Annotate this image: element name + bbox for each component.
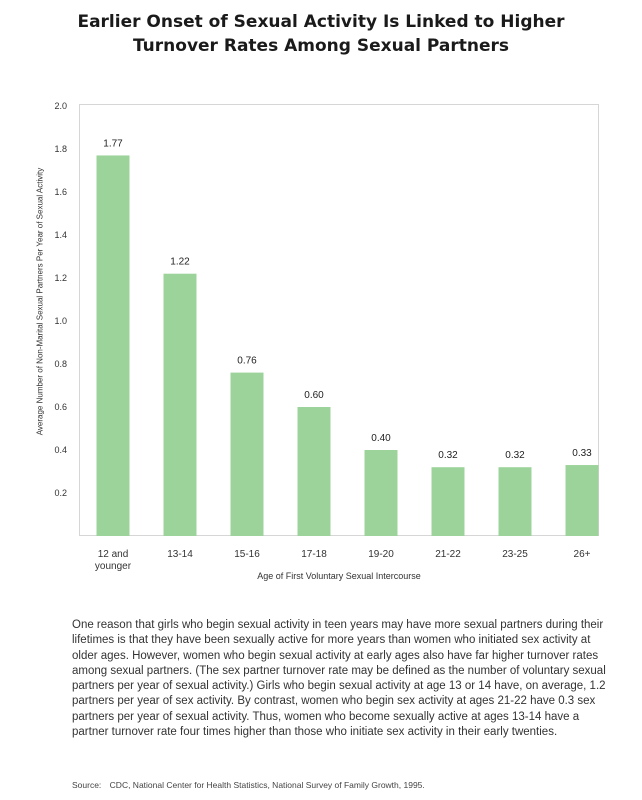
- y-tick-label: 2.0: [54, 101, 67, 111]
- x-tick-label: 12 and: [98, 549, 129, 560]
- source-text: CDC, National Center for Health Statisti…: [109, 780, 425, 790]
- x-axis-title: Age of First Voluntary Sexual Intercours…: [257, 571, 421, 581]
- y-tick-label: 1.8: [54, 144, 67, 154]
- y-tick-label: 1.4: [54, 230, 67, 240]
- bar: [498, 467, 532, 536]
- bar-data-label: 1.77: [103, 138, 123, 149]
- x-tick-label: 23-25: [502, 549, 528, 560]
- source-label: Source:: [72, 780, 102, 790]
- y-tick-label: 1.2: [54, 273, 67, 283]
- y-tick-label: 1.6: [54, 187, 67, 197]
- bar-data-label: 1.22: [170, 257, 190, 268]
- y-tick-label: 0.4: [54, 445, 67, 455]
- x-tick-label: 15-16: [234, 549, 260, 560]
- x-tick-label: 19-20: [368, 549, 394, 560]
- chart-title-line-1: Earlier Onset of Sexual Activity Is Link…: [77, 12, 565, 32]
- bar: [364, 450, 398, 536]
- chart-title-line-2: Turnover Rates Among Sexual Partners: [132, 36, 510, 56]
- bar: [230, 372, 264, 536]
- y-tick-label: 0.6: [54, 402, 67, 412]
- bar: [565, 465, 599, 536]
- bar-data-label: 0.32: [438, 450, 458, 461]
- bar-data-label: 0.32: [505, 450, 525, 461]
- y-axis-title: Average Number of Non-Marital Sexual Par…: [35, 167, 45, 436]
- explanatory-paragraph: One reason that girls who begin sexual a…: [72, 619, 606, 739]
- x-tick-label: 13-14: [167, 549, 193, 560]
- bar: [163, 273, 197, 536]
- plot-area-frame: [79, 104, 599, 536]
- y-tick-label: 0.8: [54, 359, 67, 369]
- bar: [431, 467, 465, 536]
- bar-data-label: 0.60: [304, 390, 324, 401]
- bar-chart: 0.2 0.4 0.6 0.8 1.0 1.2 1.4 1.6 1.8 2.0 1.77 12 and…: [54, 101, 599, 572]
- x-tick-label: 21-22: [435, 549, 461, 560]
- y-tick-label: 1.0: [54, 316, 67, 326]
- y-tick-label: 0.2: [54, 488, 67, 498]
- x-tick-label: younger: [95, 561, 132, 572]
- bar: [297, 407, 331, 536]
- chart-title: Earlier Onset of Sexual Activity Is Link…: [0, 10, 642, 58]
- bar-data-label: 0.40: [371, 433, 391, 444]
- bar-data-label: 0.76: [237, 356, 257, 367]
- source-note: Source: CDC, National Center for Health …: [72, 780, 612, 790]
- x-tick-label: 17-18: [301, 549, 327, 560]
- bar-data-label: 0.33: [572, 448, 592, 459]
- x-tick-label: 26+: [574, 549, 591, 560]
- bar: [96, 155, 130, 536]
